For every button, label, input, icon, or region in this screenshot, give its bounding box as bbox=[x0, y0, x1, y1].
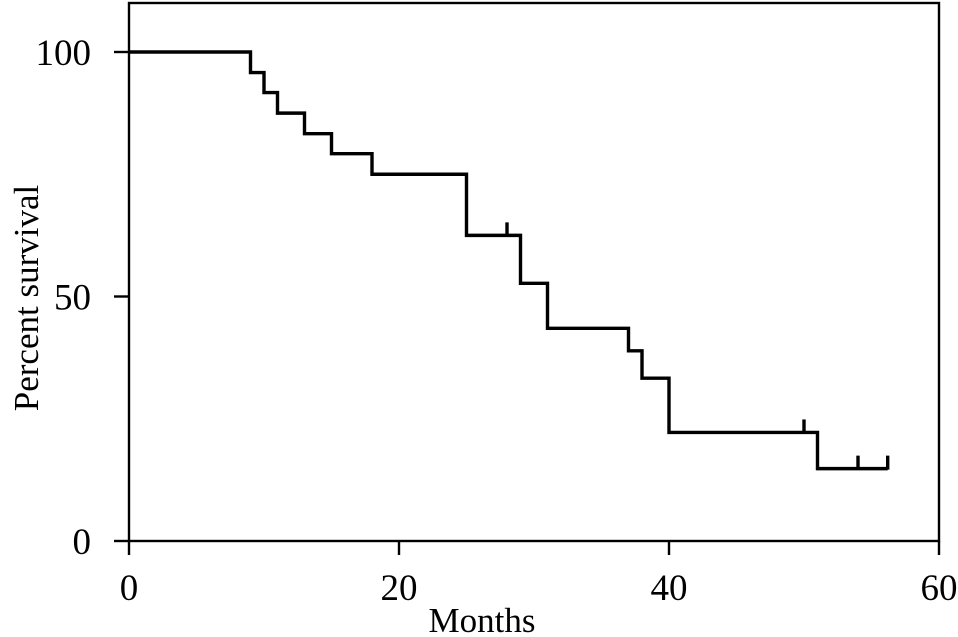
x-tick-label-40: 40 bbox=[651, 568, 688, 609]
survival-step-curve bbox=[129, 50, 888, 471]
y-tick-label-100: 100 bbox=[36, 33, 92, 74]
plot-box bbox=[127, 1, 941, 543]
y-axis-title: Percent survival bbox=[7, 185, 46, 412]
y-tick-label-0: 0 bbox=[73, 522, 92, 563]
y-tick-label-50: 50 bbox=[54, 278, 91, 319]
x-tick-label-20: 20 bbox=[381, 568, 418, 609]
x-axis-title: Months bbox=[429, 601, 536, 637]
x-tick-label-60: 60 bbox=[921, 568, 958, 609]
x-tick-label-0: 0 bbox=[120, 568, 139, 609]
